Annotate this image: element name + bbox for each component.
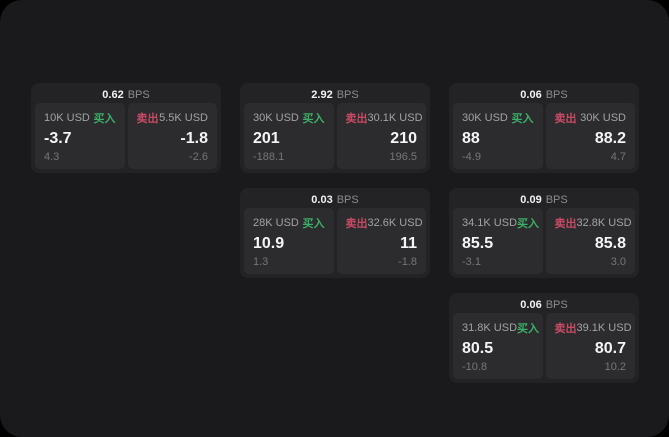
sell-sub-value: -1.8 bbox=[398, 256, 417, 268]
buy-sub-value: -188.1 bbox=[253, 151, 285, 163]
spread-header: 0.03 BPS bbox=[244, 191, 426, 208]
quote-card-5: 0.09 BPS 34.1K USD 买入 85.5 -3.1 卖出 32.8K… bbox=[449, 188, 639, 278]
spread-value: 0.06 bbox=[520, 88, 542, 101]
sell-size-label: 32.8K USD bbox=[576, 217, 632, 229]
spread-header: 0.06 BPS bbox=[453, 86, 635, 103]
spread-header: 0.09 BPS bbox=[453, 191, 635, 208]
bps-unit-label: BPS bbox=[336, 88, 359, 101]
sell-panel[interactable]: 卖出 32.6K USD 11 -1.8 bbox=[336, 208, 426, 274]
buy-sub-value: -3.1 bbox=[462, 256, 481, 268]
quote-panels: 34.1K USD 买入 85.5 -3.1 卖出 32.8K USD 85.8… bbox=[453, 208, 635, 274]
sell-panel[interactable]: 卖出 30K USD 88.2 4.7 bbox=[545, 103, 635, 169]
buy-size-label: 30K USD bbox=[462, 112, 508, 124]
sell-side-label: 卖出 bbox=[136, 113, 159, 125]
spread-value: 0.62 bbox=[102, 88, 124, 101]
bps-unit-label: BPS bbox=[336, 193, 359, 206]
buy-panel[interactable]: 31.8K USD 买入 80.5 -10.8 bbox=[453, 313, 543, 379]
buy-side-label: 买入 bbox=[302, 218, 325, 230]
sell-sub-value: -2.6 bbox=[189, 151, 208, 163]
sell-side-label: 卖出 bbox=[554, 113, 577, 125]
quote-panels: 30K USD 买入 201 -188.1 卖出 30.1K USD 210 1… bbox=[244, 103, 426, 169]
sell-sub-value: 3.0 bbox=[610, 256, 626, 268]
buy-size-label: 10K USD bbox=[44, 112, 90, 124]
quote-panels: 31.8K USD 买入 80.5 -10.8 卖出 39.1K USD 80.… bbox=[453, 313, 635, 379]
buy-size-label: 28K USD bbox=[253, 217, 299, 229]
buy-side-label: 买入 bbox=[517, 323, 540, 335]
sell-side-label: 卖出 bbox=[554, 323, 577, 335]
buy-side-label: 买入 bbox=[302, 113, 325, 125]
buy-panel[interactable]: 28K USD 买入 10.9 1.3 bbox=[244, 208, 334, 274]
quote-card-1: 0.62 BPS 10K USD 买入 -3.7 4.3 卖出 5.5K USD bbox=[31, 83, 221, 173]
sell-price: 88.2 bbox=[594, 129, 626, 147]
quote-panels: 28K USD 买入 10.9 1.3 卖出 32.6K USD 11 -1.8 bbox=[244, 208, 426, 274]
sell-size-label: 39.1K USD bbox=[576, 322, 632, 334]
sell-sub-value: 4.7 bbox=[610, 151, 626, 163]
buy-side-label: 买入 bbox=[511, 113, 534, 125]
quote-grid: 0.62 BPS 10K USD 买入 -3.7 4.3 卖出 5.5K USD bbox=[31, 83, 639, 383]
quote-card-6: 0.06 BPS 31.8K USD 买入 80.5 -10.8 卖出 39.1… bbox=[449, 293, 639, 383]
sell-size-label: 30K USD bbox=[580, 112, 626, 124]
buy-panel[interactable]: 30K USD 买入 88 -4.9 bbox=[453, 103, 543, 169]
buy-price: 201 bbox=[253, 129, 280, 147]
buy-panel[interactable]: 10K USD 买入 -3.7 4.3 bbox=[35, 103, 125, 169]
sell-size-label: 30.1K USD bbox=[367, 112, 423, 124]
buy-price: 80.5 bbox=[462, 339, 494, 357]
buy-sub-value: 4.3 bbox=[44, 151, 60, 163]
sell-sub-value: 10.2 bbox=[604, 361, 626, 373]
spread-value: 0.06 bbox=[520, 298, 542, 311]
buy-price: 88 bbox=[462, 129, 480, 147]
sell-side-label: 卖出 bbox=[345, 113, 368, 125]
buy-panel[interactable]: 34.1K USD 买入 85.5 -3.1 bbox=[453, 208, 543, 274]
sell-size-label: 32.6K USD bbox=[367, 217, 423, 229]
buy-sub-value: -10.8 bbox=[462, 361, 488, 373]
spread-value: 0.03 bbox=[311, 193, 333, 206]
sell-panel[interactable]: 卖出 39.1K USD 80.7 10.2 bbox=[545, 313, 635, 379]
spread-header: 2.92 BPS bbox=[244, 86, 426, 103]
bps-unit-label: BPS bbox=[545, 88, 568, 101]
sell-price: 80.7 bbox=[594, 339, 626, 357]
buy-side-label: 买入 bbox=[93, 113, 116, 125]
sell-price: 11 bbox=[400, 234, 417, 252]
buy-price: 85.5 bbox=[462, 234, 494, 252]
buy-size-label: 31.8K USD bbox=[462, 322, 518, 334]
buy-size-label: 34.1K USD bbox=[462, 217, 518, 229]
sell-panel[interactable]: 卖出 5.5K USD -1.8 -2.6 bbox=[127, 103, 217, 169]
quote-card-3: 0.06 BPS 30K USD 买入 88 -4.9 卖出 30K USD bbox=[449, 83, 639, 173]
buy-side-label: 买入 bbox=[517, 218, 540, 230]
buy-panel[interactable]: 30K USD 买入 201 -188.1 bbox=[244, 103, 334, 169]
sell-price: 85.8 bbox=[594, 234, 626, 252]
buy-sub-value: 1.3 bbox=[253, 256, 269, 268]
sell-side-label: 卖出 bbox=[345, 218, 368, 230]
buy-sub-value: -4.9 bbox=[462, 151, 481, 163]
spread-header: 0.06 BPS bbox=[453, 296, 635, 313]
buy-price: 10.9 bbox=[253, 234, 285, 252]
quote-card-2: 2.92 BPS 30K USD 买入 201 -188.1 卖出 30.1K … bbox=[240, 83, 430, 173]
sell-panel[interactable]: 卖出 32.8K USD 85.8 3.0 bbox=[545, 208, 635, 274]
buy-size-label: 30K USD bbox=[253, 112, 299, 124]
sell-price: 210 bbox=[390, 129, 417, 147]
bps-unit-label: BPS bbox=[127, 88, 150, 101]
sell-sub-value: 196.5 bbox=[389, 151, 417, 163]
bps-unit-label: BPS bbox=[545, 193, 568, 206]
spread-value: 2.92 bbox=[311, 88, 333, 101]
quote-card-4: 0.03 BPS 28K USD 买入 10.9 1.3 卖出 32.6K US… bbox=[240, 188, 430, 278]
sell-price: -1.8 bbox=[180, 129, 208, 147]
bps-unit-label: BPS bbox=[545, 298, 568, 311]
sell-panel[interactable]: 卖出 30.1K USD 210 196.5 bbox=[336, 103, 426, 169]
buy-price: -3.7 bbox=[44, 129, 72, 147]
quote-panels: 10K USD 买入 -3.7 4.3 卖出 5.5K USD -1.8 -2.… bbox=[35, 103, 217, 169]
spread-header: 0.62 BPS bbox=[35, 86, 217, 103]
sell-side-label: 卖出 bbox=[554, 218, 577, 230]
quote-panels: 30K USD 买入 88 -4.9 卖出 30K USD 88.2 4.7 bbox=[453, 103, 635, 169]
spread-value: 0.09 bbox=[520, 193, 542, 206]
sell-size-label: 5.5K USD bbox=[159, 112, 208, 124]
